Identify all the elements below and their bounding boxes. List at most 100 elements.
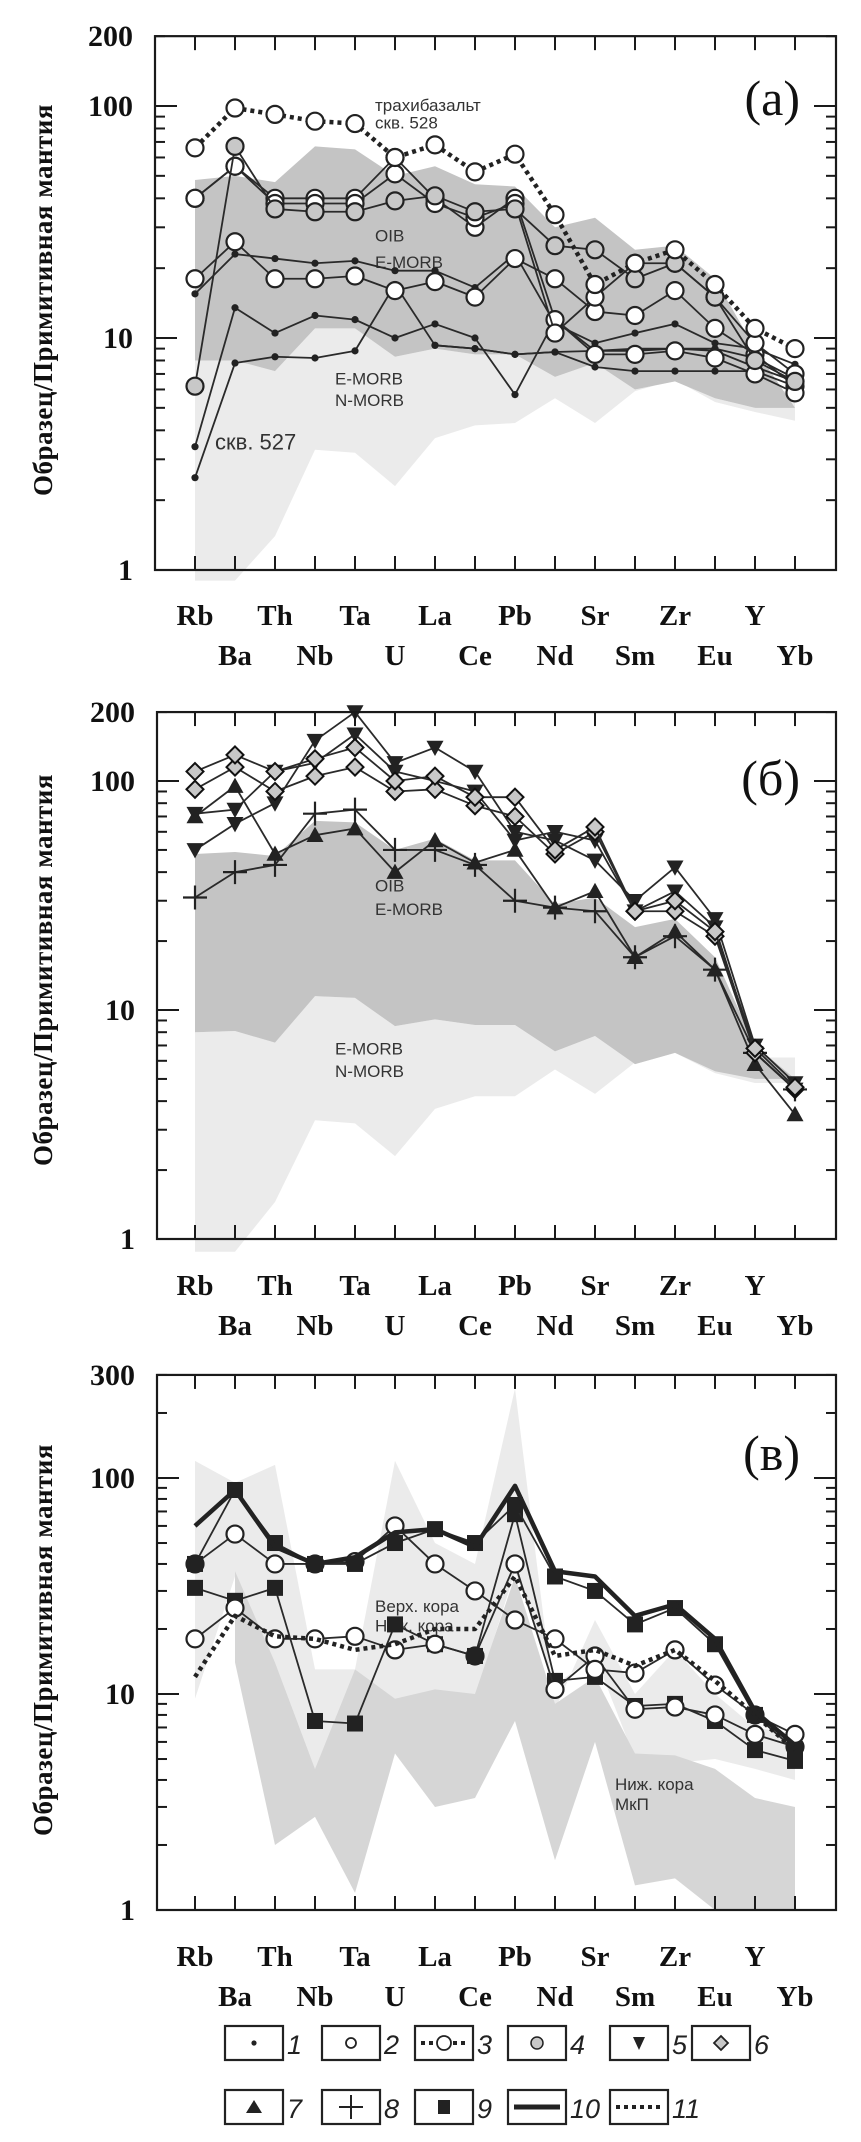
annotation-text: N-MORB (335, 1062, 404, 1081)
data-point-triangle-down (506, 833, 524, 849)
x-tick-label: Th (257, 600, 292, 632)
data-point-open-circle (505, 144, 525, 164)
data-point-triangle-down (506, 825, 524, 841)
data-point-triangle-up (666, 923, 684, 939)
data-point-triangle-up (226, 777, 244, 793)
annotation-text: Ниж. кора (375, 1616, 454, 1635)
legend-item-11: 11 (608, 2088, 700, 2126)
data-point-grey-circle (225, 136, 245, 156)
annotation-text: трахибазальт (375, 96, 481, 115)
data-point-diamond (665, 890, 685, 911)
data-point-grey-circle (785, 371, 805, 392)
x-tick-label: Nd (536, 1981, 573, 2013)
x-tick-label: Nd (536, 1310, 573, 1342)
data-point-triangle-down (186, 806, 204, 823)
band-field-1 (235, 1571, 795, 1910)
x-tick-label: Nb (296, 640, 333, 672)
data-point-dot (231, 359, 239, 367)
y-axis-label: Образец/Примитивная мантия (28, 774, 58, 1166)
data-point-open-circle (385, 147, 405, 168)
data-point-dot (271, 254, 279, 263)
data-point-dot (431, 341, 439, 349)
x-tick-label: Eu (697, 1310, 732, 1342)
legend-item-1: 1 (223, 2024, 302, 2062)
panel-label: (б) (741, 750, 800, 806)
data-point-triangle-up (266, 845, 284, 861)
series-line (194, 711, 796, 1084)
data-point-diamond (505, 787, 525, 808)
x-tick-label: Zr (659, 1270, 691, 1302)
data-point-triangle-up (746, 1055, 764, 1071)
series-1 (185, 1554, 485, 1666)
data-point-square (387, 1535, 403, 1552)
data-point-open-circle (185, 269, 205, 289)
data-point-open-circle (545, 323, 565, 343)
data-point-open-circle (465, 1581, 485, 1601)
data-point-open-circle (305, 1629, 325, 1649)
x-tick-label: Nb (296, 1310, 333, 1342)
series-line (194, 733, 796, 1091)
data-point-square (307, 1712, 323, 1729)
x-tick-label: Pb (498, 1941, 532, 1973)
y-tick-label: 10 (105, 994, 135, 1027)
data-point-open-circle (185, 138, 205, 158)
data-point-big-dot (305, 1554, 325, 1574)
data-point-dot (551, 348, 559, 356)
data-point-open-circle (585, 1659, 605, 1679)
data-point-open-circle (425, 1634, 445, 1654)
data-point-triangle-down (386, 756, 404, 772)
data-point-dot (271, 353, 279, 361)
series-line (194, 156, 796, 394)
x-tick-label: Ta (339, 1941, 371, 1973)
data-point-big-dot (465, 1646, 485, 1666)
legend-number: 3 (477, 2030, 492, 2060)
x-tick-label: Yb (776, 1310, 813, 1342)
data-point-open-circle (465, 287, 485, 307)
x-tick-label: La (418, 600, 452, 632)
data-point-plus (583, 899, 607, 924)
data-point-diamond (425, 779, 445, 800)
legend-number: 11 (672, 2094, 700, 2124)
data-point-open-circle (465, 162, 485, 182)
x-tick-label: Ce (458, 640, 492, 672)
data-point-triangle-down (586, 853, 604, 869)
data-point-dot (631, 367, 639, 375)
x-tick-label: Sm (615, 1310, 655, 1342)
annotation-text: Ниж. кора (615, 1775, 694, 1794)
annotation-text: OIB (375, 876, 404, 895)
data-point-plus (223, 860, 247, 885)
x-tick-label: Ba (218, 640, 252, 672)
plot-frame (155, 710, 838, 1241)
data-point-diamond (345, 737, 365, 758)
data-point-open-circle (665, 281, 685, 301)
legend-item-3: 3 (413, 2024, 492, 2062)
data-point-grey-circle (545, 236, 565, 256)
x-tick-label: Y (745, 1270, 766, 1302)
data-point-open-circle (385, 164, 405, 184)
data-point-diamond (185, 779, 205, 800)
x-tick-label: Pb (498, 1270, 532, 1302)
annotation-text: Верх. кора (375, 1597, 460, 1616)
data-point-plus (383, 837, 407, 862)
data-point-triangle-up (586, 882, 604, 899)
y-tick-label: 1 (120, 1223, 135, 1256)
legend-marker-square (438, 2100, 450, 2114)
legend-item-2: 2 (320, 2024, 399, 2062)
x-tick-label: U (385, 1310, 406, 1342)
data-point-diamond (665, 901, 685, 922)
x-tick-label: Yb (776, 1981, 813, 2013)
data-point-diamond (425, 766, 445, 787)
x-tick-label: Rb (176, 600, 213, 632)
data-point-triangle-up (306, 826, 324, 842)
series-6 (185, 737, 805, 1098)
x-tick-label: Th (257, 1941, 292, 1973)
data-point-open-circle (785, 339, 805, 359)
data-point-diamond (625, 901, 645, 922)
data-point-triangle-up (426, 831, 444, 848)
legend-item-8: 8 (320, 2088, 399, 2126)
data-point-open-circle (625, 344, 645, 364)
series-11 (193, 1574, 797, 1752)
band-field-0 (195, 996, 795, 1252)
data-point-dot (311, 354, 319, 362)
